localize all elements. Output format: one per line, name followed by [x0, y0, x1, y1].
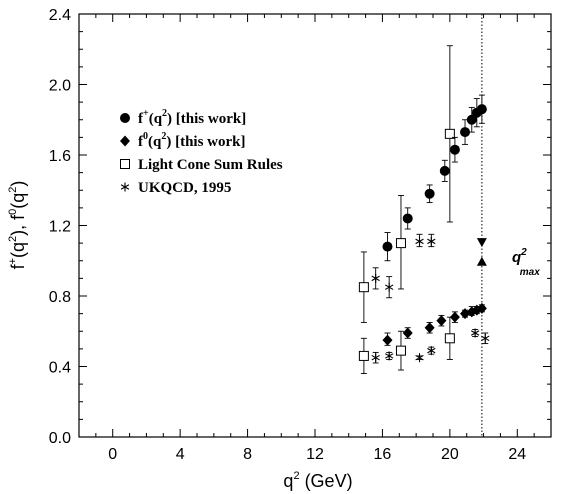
data-point: [371, 273, 380, 283]
data-series: [358, 45, 490, 374]
x-axis-title-rest: (GeV): [300, 471, 353, 491]
y-tick-label: 2.4: [49, 7, 71, 24]
legend-entry: f+(q2) [this work]: [138, 108, 246, 127]
tick-labels: 0 4 8 12 16 20 24 0.0 0.4 0.8 1.2 1.6 2.0 2.4: [49, 7, 527, 463]
y-tick-label: 0.0: [49, 430, 71, 447]
data-point: [395, 345, 406, 356]
data-point: [424, 188, 435, 199]
data-point: [382, 241, 393, 252]
x-axis-title-base: q: [283, 471, 293, 491]
qmax-triangle-up: [476, 256, 487, 266]
series-filled-circle: [382, 94, 487, 262]
data-point: [470, 328, 480, 338]
data-point: [402, 327, 413, 339]
y-tick-label: 0.8: [49, 289, 71, 306]
plot-frame: [78, 13, 552, 438]
x-tick-label: 20: [441, 446, 459, 463]
data-point: [436, 315, 447, 327]
qmax-annotation: q2 max: [512, 247, 540, 278]
y-tick-label: 1.2: [49, 219, 71, 236]
data-point: [466, 114, 477, 125]
x-axis-title-sup: 2: [293, 470, 299, 482]
data-point: [395, 238, 406, 249]
legend-marker: [120, 182, 130, 192]
legend-entry: f0(q2) [this work]: [138, 131, 246, 150]
data-point: [358, 282, 369, 293]
legend-marker: [120, 135, 130, 147]
data-point: [371, 353, 380, 363]
data-point: [460, 127, 471, 138]
series-open-square: [358, 45, 455, 374]
legend-marker: [120, 113, 130, 123]
data-point: [402, 213, 413, 224]
data-point: [384, 282, 394, 292]
data-point: [415, 353, 424, 363]
legend-entry: Light Cone Sum Rules: [138, 157, 283, 173]
series-filled-diamond: [382, 302, 487, 346]
data-point: [481, 333, 490, 343]
x-tick-label: 0: [108, 446, 117, 463]
data-point: [444, 333, 455, 344]
qmax-markers: [476, 238, 487, 266]
x-tick-label: 12: [306, 446, 324, 463]
data-point: [424, 322, 435, 334]
legend: f+(q2) [this work] f0(q2) [this work] Ligh…: [120, 108, 283, 196]
data-point: [449, 144, 460, 155]
data-point: [358, 350, 369, 361]
data-point: [476, 302, 487, 314]
y-tick-label: 0.4: [49, 360, 71, 377]
y-axis-title: f+(q2), f0(q2): [7, 181, 28, 270]
data-point: [439, 165, 450, 176]
data-point: [384, 351, 394, 361]
data-point: [427, 236, 436, 246]
series-asterisk: [371, 233, 490, 364]
data-point: [427, 346, 436, 356]
data-point: [449, 311, 460, 323]
qmax-triangle-down: [476, 238, 487, 248]
x-tick-label: 4: [176, 446, 185, 463]
x-tick-label: 16: [374, 446, 392, 463]
axis-ticks: [78, 13, 552, 438]
data-point: [476, 104, 487, 115]
data-point: [382, 334, 393, 346]
x-axis-title: q2 (GeV): [283, 470, 352, 491]
legend-entry: UKQCD, 1995: [138, 180, 231, 196]
x-tick-label: 8: [243, 446, 252, 463]
y-tick-label: 1.6: [49, 148, 71, 165]
legend-marker: [120, 159, 130, 169]
data-point: [444, 128, 455, 139]
y-tick-label: 2.0: [49, 78, 71, 95]
x-tick-label: 24: [508, 446, 526, 463]
data-point: [415, 236, 424, 246]
data-point: [460, 308, 471, 320]
